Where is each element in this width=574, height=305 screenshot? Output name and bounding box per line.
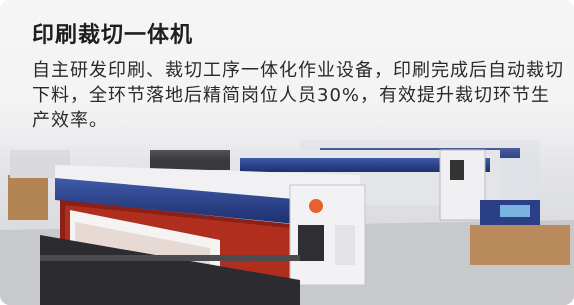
feature-card: 印刷裁切一体机 自主研发印刷、裁切工序一体化作业设备，印刷完成后自动裁切下料，全… — [0, 0, 574, 305]
card-title: 印刷裁切一体机 — [32, 17, 193, 49]
card-description: 自主研发印刷、裁切工序一体化作业设备，印刷完成后自动裁切下料，全环节落地后精简岗… — [32, 58, 568, 133]
